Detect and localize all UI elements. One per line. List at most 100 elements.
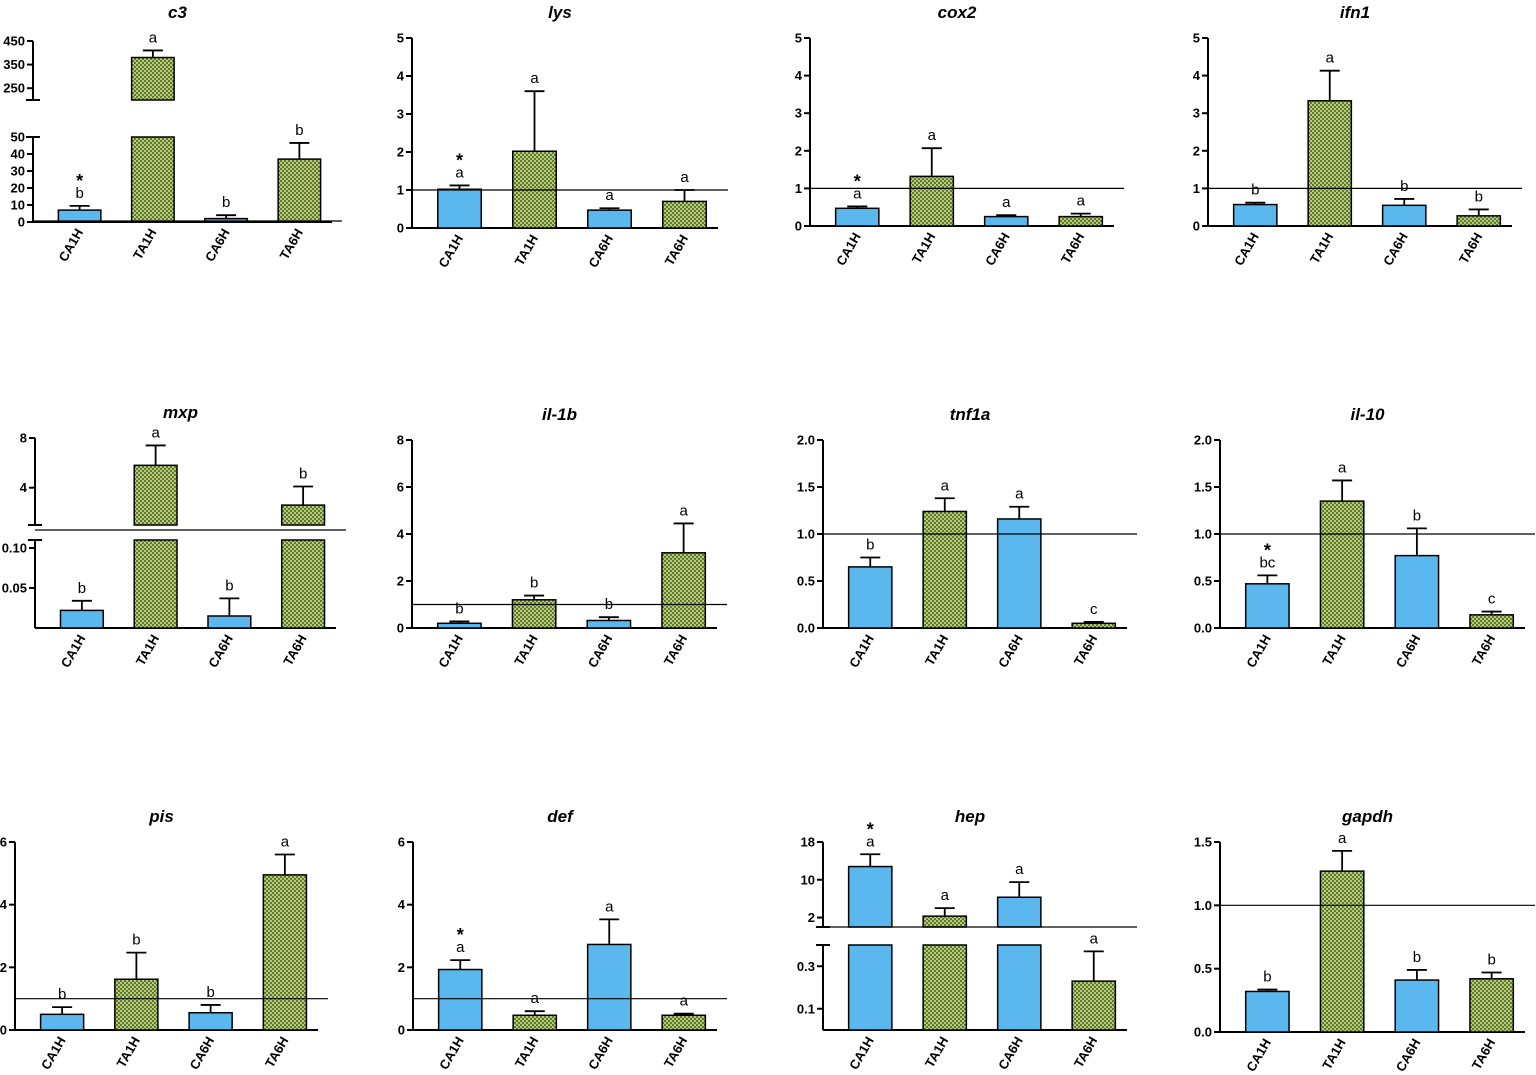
significance-label: b	[132, 932, 140, 949]
bar-TA6H	[262, 874, 308, 1031]
y-tick-label: 3	[795, 106, 802, 121]
bar-CA1H	[847, 566, 893, 629]
bar-TA1H-upper	[922, 915, 968, 928]
bar-TA6H	[1058, 215, 1104, 227]
significance-label: b	[1251, 182, 1259, 199]
category-label: TA1H	[909, 230, 938, 266]
panel-title: pis	[148, 807, 174, 826]
category-label: CA6H	[1380, 230, 1411, 268]
y-tick-label: 4	[0, 897, 8, 912]
significance-label: a	[530, 70, 539, 87]
significance-star: *	[457, 925, 464, 945]
y-tick-label: 4	[795, 68, 803, 83]
significance-label: a	[1002, 194, 1011, 211]
bar-CA1H	[1244, 583, 1290, 629]
y-tick-label: 2	[1193, 143, 1200, 158]
y-tick-label: 2	[0, 960, 7, 975]
bar-TA1H	[130, 136, 175, 223]
bar-TA1H	[133, 539, 178, 629]
y-tick-label: 0.10	[2, 541, 27, 556]
bar-CA6H	[996, 944, 1042, 1031]
y-tick-label: 0	[0, 1023, 7, 1038]
significance-label: b	[206, 984, 214, 1001]
bar-TA1H	[1319, 500, 1365, 629]
bar-CA6H	[207, 615, 252, 629]
significance-label: a	[605, 187, 614, 204]
category-label: TA6H	[1071, 1034, 1100, 1070]
bar-CA1H	[834, 207, 880, 227]
significance-label: a	[1338, 830, 1347, 847]
significance-label: c	[1090, 601, 1098, 618]
y-tick-label: 10	[801, 872, 815, 887]
category-label: TA1H	[512, 1034, 541, 1070]
bar-TA6H	[280, 539, 326, 629]
significance-label: b	[58, 986, 66, 1003]
category-label: CA6H	[585, 1034, 616, 1072]
category-label: CA6H	[205, 632, 236, 670]
bar-CA1H	[437, 188, 482, 229]
y-tick-label: 6	[397, 480, 404, 495]
panel-title: il-10	[1350, 405, 1385, 424]
significance-label: a	[680, 169, 689, 186]
y-tick-label: 1.0	[1194, 527, 1212, 542]
bar-CA6H	[586, 619, 632, 629]
significance-label: b	[455, 600, 463, 617]
y-tick-label: 6	[398, 835, 405, 850]
significance-label: b	[1263, 969, 1271, 986]
bar-CA6H	[1394, 554, 1440, 629]
bar-TA6H	[277, 158, 322, 223]
y-tick-label: 10	[11, 198, 25, 213]
significance-label: a	[1077, 193, 1086, 210]
significance-label: a	[1338, 459, 1347, 476]
y-tick-label: 1.5	[797, 480, 815, 495]
y-tick-label: 6	[0, 835, 7, 850]
y-tick-label: 0.5	[797, 574, 815, 589]
significance-label: c	[1488, 591, 1496, 608]
y-tick-label: 4	[20, 480, 28, 495]
significance-label: a	[680, 993, 689, 1010]
bar-CA1H	[436, 622, 482, 629]
significance-label: a	[853, 185, 862, 202]
bar-TA1H-upper	[130, 56, 175, 101]
y-tick-label: 0	[398, 1023, 405, 1038]
bar-TA1H	[909, 175, 955, 227]
category-label: CA6H	[187, 1034, 218, 1072]
significance-label: a	[1326, 50, 1335, 67]
significance-star: *	[1264, 540, 1271, 560]
y-tick-label: 0.5	[1194, 961, 1212, 976]
y-tick-label: 5	[397, 31, 404, 46]
panel-gapdh: gapdh 0.0 0.5 1.0 1.5 b CA1H a TA1H b CA6H b TA6H	[1194, 807, 1535, 1074]
bar-TA6H	[1071, 980, 1117, 1031]
panel-title: def	[547, 807, 575, 826]
bar-TA1H	[1319, 870, 1365, 1033]
y-tick-label: 0.0	[797, 621, 815, 636]
category-label: TA1H	[130, 226, 159, 262]
significance-label: a	[1015, 486, 1024, 503]
significance-star: *	[854, 171, 861, 191]
category-label: CA6H	[585, 632, 616, 670]
category-label: TA6H	[276, 226, 305, 262]
y-tick-label: 2	[795, 143, 802, 158]
significance-star: *	[867, 819, 874, 839]
y-tick-label: 8	[397, 433, 404, 448]
bar-TA6H-upper	[280, 504, 326, 526]
category-label: CA1H	[1231, 230, 1262, 268]
significance-label: a	[1090, 930, 1099, 947]
category-label: TA6H	[1058, 230, 1087, 266]
panel-title: il-1b	[542, 405, 577, 424]
panel-title: lys	[548, 3, 572, 22]
significance-label: b	[75, 185, 83, 202]
category-label: TA6H	[1071, 632, 1100, 668]
y-tick-label: 4	[1193, 68, 1201, 83]
significance-label: b	[1413, 949, 1421, 966]
category-label: TA6H	[280, 632, 309, 668]
y-tick-label: 0.3	[797, 959, 815, 974]
significance-label: a	[928, 127, 937, 144]
significance-label: b	[1487, 951, 1495, 968]
significance-label: b	[1400, 178, 1408, 195]
category-label: TA1H	[512, 232, 541, 268]
category-label: CA1H	[846, 632, 877, 670]
